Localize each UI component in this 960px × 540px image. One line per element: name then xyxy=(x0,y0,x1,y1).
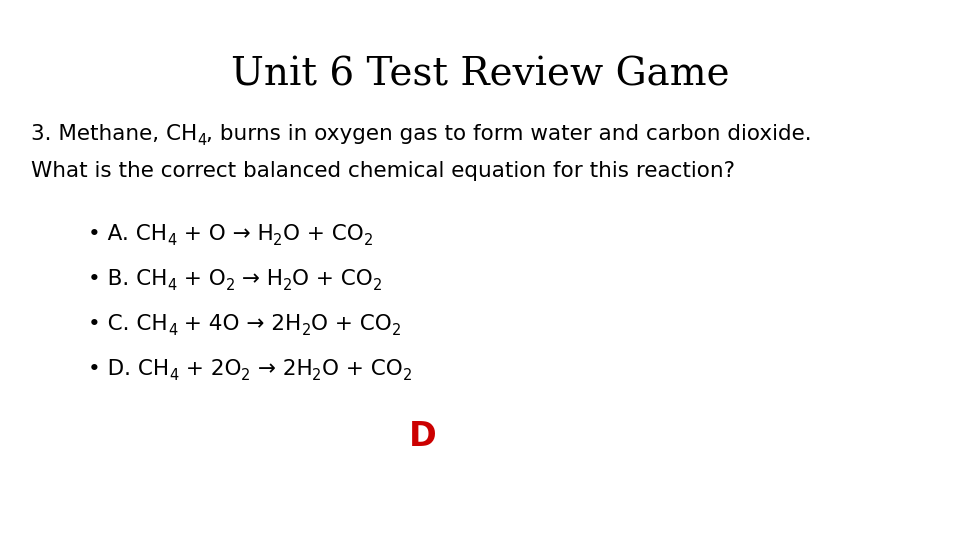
Text: , burns in oxygen gas to form water and carbon dioxide.: , burns in oxygen gas to form water and … xyxy=(206,124,812,144)
Text: 2: 2 xyxy=(373,278,383,293)
Text: → 2H: → 2H xyxy=(251,359,312,379)
Text: 2: 2 xyxy=(392,323,401,338)
Text: 4: 4 xyxy=(168,323,178,338)
Text: + O → H: + O → H xyxy=(177,224,274,244)
Text: 2: 2 xyxy=(312,368,322,383)
Text: 2: 2 xyxy=(364,233,372,248)
Text: 2: 2 xyxy=(226,278,235,293)
Text: O + CO: O + CO xyxy=(282,224,364,244)
Text: 2: 2 xyxy=(301,323,311,338)
Text: O + CO: O + CO xyxy=(293,269,373,289)
Text: 2: 2 xyxy=(402,368,412,383)
Text: Unit 6 Test Review Game: Unit 6 Test Review Game xyxy=(230,57,730,94)
Text: O + CO: O + CO xyxy=(322,359,402,379)
Text: 3. Methane, CH: 3. Methane, CH xyxy=(31,124,197,144)
Text: 2: 2 xyxy=(241,368,251,383)
Text: + 4O → 2H: + 4O → 2H xyxy=(178,314,301,334)
Text: • D. CH: • D. CH xyxy=(88,359,170,379)
Text: 2: 2 xyxy=(274,233,282,248)
Text: • A. CH: • A. CH xyxy=(88,224,167,244)
Text: 4: 4 xyxy=(170,368,179,383)
Text: + 2O: + 2O xyxy=(179,359,241,379)
Text: 4: 4 xyxy=(167,233,177,248)
Text: D: D xyxy=(409,420,436,453)
Text: 2: 2 xyxy=(283,278,293,293)
Text: → H: → H xyxy=(235,269,283,289)
Text: • B. CH: • B. CH xyxy=(88,269,168,289)
Text: 4: 4 xyxy=(197,133,206,148)
Text: O + CO: O + CO xyxy=(311,314,392,334)
Text: What is the correct balanced chemical equation for this reaction?: What is the correct balanced chemical eq… xyxy=(31,161,734,181)
Text: 4: 4 xyxy=(168,278,177,293)
Text: • C. CH: • C. CH xyxy=(88,314,168,334)
Text: + O: + O xyxy=(177,269,226,289)
